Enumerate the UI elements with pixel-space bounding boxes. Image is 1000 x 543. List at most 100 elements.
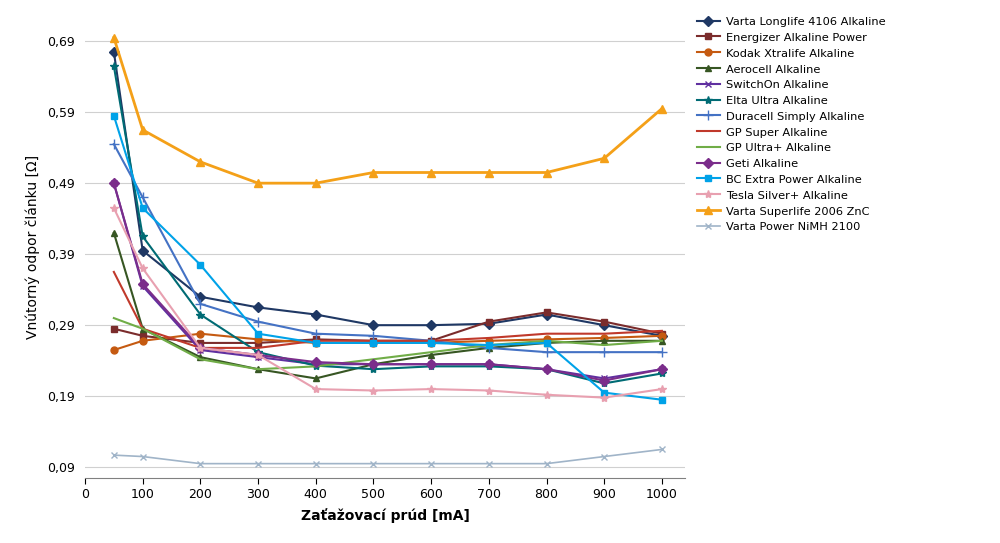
Line: Elta Ultra Alkaline: Elta Ultra Alkaline [110, 62, 666, 388]
Varta Power NiMH 2100 [137, 453, 149, 460]
GP Super Alkaline [656, 327, 668, 334]
Varta Superlife 2006 ZnC [425, 169, 437, 176]
Aerocell Alkaline [425, 352, 437, 358]
Energizer Alkaline Power [483, 318, 495, 325]
Duracell Simply Alkaline [137, 194, 149, 200]
Kodak Xtralife Alkaline [483, 338, 495, 344]
Varta Longlife 4106 Alkaline [108, 48, 120, 55]
Line: Varta Longlife 4106 Alkaline: Varta Longlife 4106 Alkaline [110, 48, 665, 339]
Geti Alkaline [541, 366, 553, 372]
Tesla Silver+ Alkaline [252, 352, 264, 358]
Tesla Silver+ Alkaline [137, 265, 149, 272]
Varta Superlife 2006 ZnC [367, 169, 379, 176]
Kodak Xtralife Alkaline [252, 336, 264, 343]
Tesla Silver+ Alkaline [598, 394, 610, 401]
X-axis label: Zaťažovací prúd [mA]: Zaťažovací prúd [mA] [301, 508, 469, 523]
Varta Superlife 2006 ZnC [598, 155, 610, 162]
GP Ultra+ Alkaline [252, 366, 264, 372]
BC Extra Power Alkaline [656, 396, 668, 403]
Elta Ultra Alkaline [425, 363, 437, 370]
SwitchOn Alkaline [252, 354, 264, 361]
Geti Alkaline [598, 377, 610, 384]
Duracell Simply Alkaline [310, 331, 322, 337]
Geti Alkaline [483, 361, 495, 368]
GP Super Alkaline [483, 334, 495, 341]
GP Super Alkaline [367, 338, 379, 344]
Aerocell Alkaline [194, 354, 206, 361]
Geti Alkaline [425, 361, 437, 368]
Varta Superlife 2006 ZnC [108, 34, 120, 41]
SwitchOn Alkaline [310, 361, 322, 368]
Line: Varta Power NiMH 2100: Varta Power NiMH 2100 [110, 446, 665, 467]
SwitchOn Alkaline [598, 375, 610, 382]
Line: GP Ultra+ Alkaline: GP Ultra+ Alkaline [114, 318, 662, 369]
Varta Longlife 4106 Alkaline [425, 322, 437, 329]
Aerocell Alkaline [367, 361, 379, 368]
Duracell Simply Alkaline [483, 345, 495, 351]
GP Super Alkaline [598, 331, 610, 337]
Tesla Silver+ Alkaline [425, 386, 437, 393]
Varta Superlife 2006 ZnC [656, 105, 668, 112]
Varta Superlife 2006 ZnC [252, 180, 264, 186]
Varta Superlife 2006 ZnC [194, 159, 206, 165]
Line: Aerocell Alkaline: Aerocell Alkaline [110, 229, 665, 382]
Kodak Xtralife Alkaline [108, 347, 120, 353]
Line: Duracell Simply Alkaline: Duracell Simply Alkaline [109, 139, 667, 357]
SwitchOn Alkaline [137, 283, 149, 289]
Varta Power NiMH 2100 [541, 460, 553, 467]
GP Ultra+ Alkaline [367, 356, 379, 363]
Varta Longlife 4106 Alkaline [541, 311, 553, 318]
Varta Power NiMH 2100 [367, 460, 379, 467]
Energizer Alkaline Power [310, 336, 322, 343]
Duracell Simply Alkaline [194, 301, 206, 307]
GP Ultra+ Alkaline [483, 342, 495, 348]
BC Extra Power Alkaline [108, 112, 120, 119]
Aerocell Alkaline [541, 340, 553, 346]
Y-axis label: Vnútorný odpor článku [Ω]: Vnútorný odpor článku [Ω] [26, 155, 40, 339]
Kodak Xtralife Alkaline [598, 334, 610, 341]
Varta Power NiMH 2100 [310, 460, 322, 467]
Energizer Alkaline Power [656, 331, 668, 337]
GP Ultra+ Alkaline [656, 338, 668, 344]
GP Super Alkaline [194, 345, 206, 351]
GP Ultra+ Alkaline [108, 315, 120, 321]
Elta Ultra Alkaline [483, 363, 495, 370]
Kodak Xtralife Alkaline [656, 332, 668, 339]
Duracell Simply Alkaline [656, 349, 668, 356]
Geti Alkaline [656, 366, 668, 372]
Varta Longlife 4106 Alkaline [194, 294, 206, 300]
Tesla Silver+ Alkaline [108, 205, 120, 211]
Varta Power NiMH 2100 [252, 460, 264, 467]
Tesla Silver+ Alkaline [310, 386, 322, 393]
Duracell Simply Alkaline [108, 141, 120, 147]
Elta Ultra Alkaline [137, 233, 149, 239]
Varta Superlife 2006 ZnC [483, 169, 495, 176]
Duracell Simply Alkaline [367, 332, 379, 339]
SwitchOn Alkaline [367, 361, 379, 368]
Varta Power NiMH 2100 [108, 452, 120, 458]
Geti Alkaline [108, 180, 120, 186]
GP Ultra+ Alkaline [541, 338, 553, 344]
Kodak Xtralife Alkaline [194, 331, 206, 337]
Aerocell Alkaline [656, 338, 668, 344]
GP Ultra+ Alkaline [310, 363, 322, 370]
Elta Ultra Alkaline [252, 349, 264, 356]
Varta Longlife 4106 Alkaline [367, 322, 379, 329]
Aerocell Alkaline [598, 338, 610, 344]
Kodak Xtralife Alkaline [541, 336, 553, 343]
Geti Alkaline [137, 281, 149, 287]
BC Extra Power Alkaline [425, 340, 437, 346]
Energizer Alkaline Power [598, 318, 610, 325]
Varta Superlife 2006 ZnC [541, 169, 553, 176]
GP Super Alkaline [137, 325, 149, 332]
Varta Power NiMH 2100 [598, 453, 610, 460]
Line: Kodak Xtralife Alkaline: Kodak Xtralife Alkaline [110, 330, 665, 353]
Energizer Alkaline Power [541, 309, 553, 315]
Varta Superlife 2006 ZnC [310, 180, 322, 186]
Tesla Silver+ Alkaline [194, 345, 206, 351]
Aerocell Alkaline [310, 375, 322, 382]
BC Extra Power Alkaline [194, 262, 206, 268]
Energizer Alkaline Power [137, 332, 149, 339]
Elta Ultra Alkaline [656, 370, 668, 377]
BC Extra Power Alkaline [598, 389, 610, 396]
